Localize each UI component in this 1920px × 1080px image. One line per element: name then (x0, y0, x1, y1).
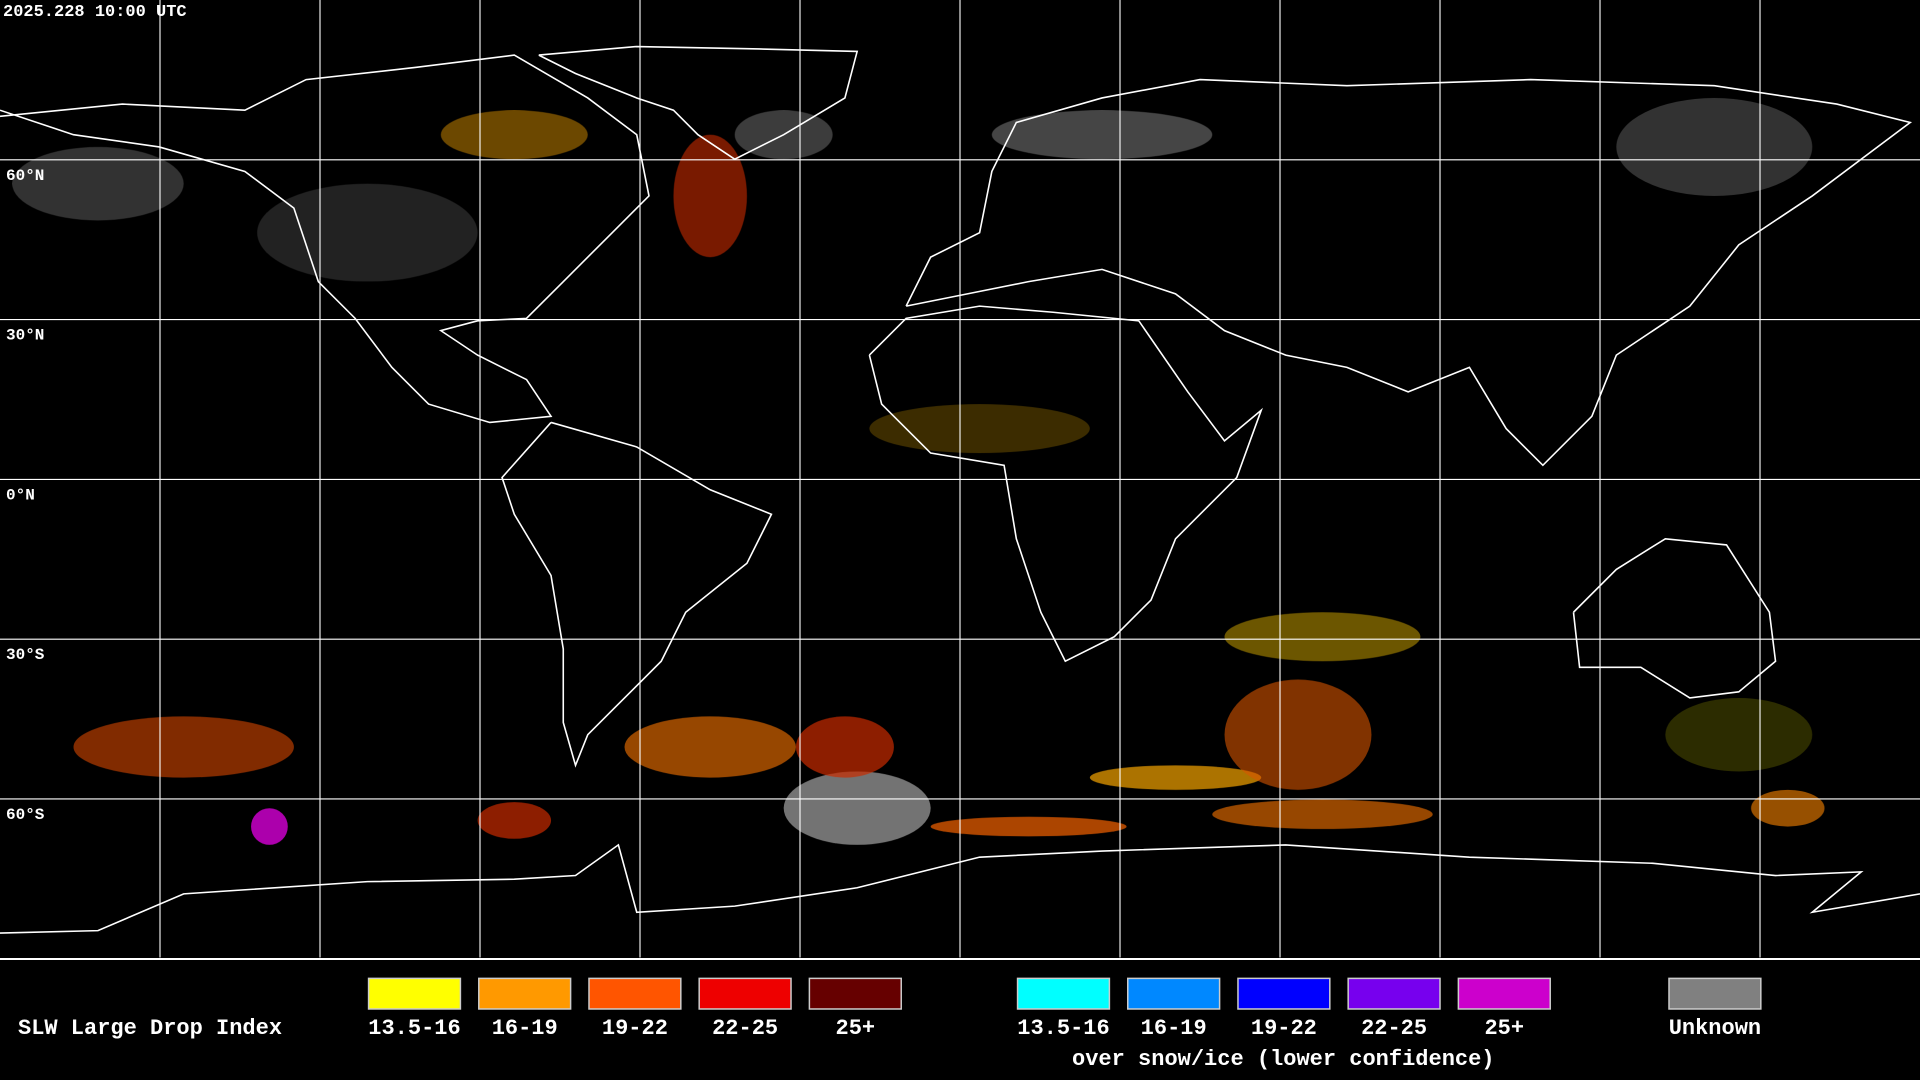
legend-swatch (1457, 977, 1551, 1010)
map-border (0, 958, 1920, 960)
coastlines (0, 45, 1920, 934)
drop-area (477, 802, 552, 839)
drop-area (73, 716, 294, 778)
unknown-area (12, 146, 184, 221)
drop-area (1212, 799, 1433, 829)
legend-swatch (1237, 977, 1331, 1010)
drop-area (624, 716, 796, 778)
coastline (1572, 537, 1777, 699)
legend-swatch (808, 977, 902, 1010)
unknown-area (257, 183, 478, 282)
legend-label: Unknown (1669, 1016, 1761, 1041)
legend-label: 19-22 (1251, 1016, 1317, 1041)
legend-label: 22-25 (712, 1016, 778, 1041)
coastline (538, 45, 859, 161)
snow-drop-area (251, 808, 288, 845)
legend-label: 16-19 (492, 1016, 558, 1041)
coastline (0, 54, 650, 424)
timestamp: 2025.228 10:00 UTC (3, 3, 187, 22)
drop-area (440, 110, 588, 160)
legend-swatch (1127, 977, 1221, 1010)
legend-label: 25+ (836, 1016, 876, 1041)
latitude-label: 30°N (6, 327, 44, 345)
drop-area (673, 134, 747, 258)
legend-swatch (698, 977, 792, 1010)
legend-swatch (1016, 977, 1111, 1010)
drop-area (1665, 697, 1813, 772)
latitude-label: 60°S (6, 806, 45, 824)
drop-area (795, 716, 894, 778)
coastline (868, 305, 1263, 663)
legend-label: 13.5-16 (1017, 1016, 1109, 1041)
graticule (0, 0, 1920, 958)
latitude-label: 0°N (6, 486, 35, 504)
legend-swatch (478, 977, 572, 1010)
legend-swatch (1668, 977, 1762, 1010)
unknown-area (1616, 97, 1813, 196)
legend-label: 19-22 (602, 1016, 668, 1041)
drop-area (930, 816, 1127, 837)
legend-label: 22-25 (1361, 1016, 1427, 1041)
legend-label: 25+ (1484, 1016, 1524, 1041)
legend-label: 16-19 (1141, 1016, 1207, 1041)
latitude-label: 60°N (6, 167, 44, 185)
legend-title: SLW Large Drop Index (18, 1016, 282, 1041)
unknown-area (991, 110, 1213, 160)
drop-area (1751, 789, 1825, 827)
legend-label: 13.5-16 (368, 1016, 460, 1041)
legend-caption: over snow/ice (lower confidence) (1072, 1047, 1494, 1072)
drop-area (1224, 679, 1372, 790)
coastline (501, 421, 773, 768)
latitude-label: 30°S (6, 646, 45, 664)
cloud-field (12, 97, 1825, 845)
coastline (0, 843, 1920, 934)
drop-area (1224, 612, 1421, 662)
coastline (905, 78, 1913, 467)
drop-area (869, 404, 1090, 454)
map (0, 0, 1920, 958)
legend-swatch (367, 977, 462, 1010)
unknown-area (783, 771, 931, 845)
legend-swatch (1347, 977, 1441, 1010)
legend-swatch (588, 977, 682, 1010)
drop-area (1089, 765, 1262, 790)
